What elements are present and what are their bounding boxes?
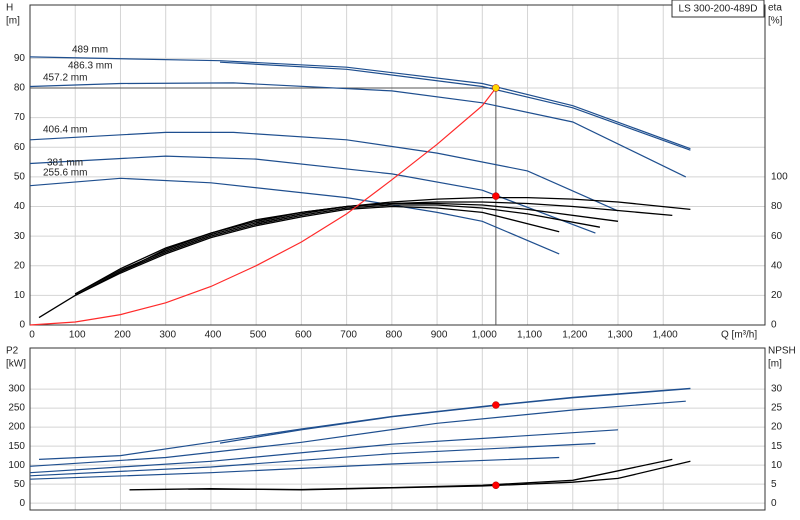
series-line [219, 388, 691, 444]
y2-axis-label: NPSH [768, 346, 796, 357]
x-tick-label: 200 [114, 330, 131, 341]
y2-tick-label: 40 [771, 260, 783, 271]
y-axis-label: [kW] [6, 359, 26, 370]
curve-label: 486.3 mm [68, 61, 112, 72]
curve-label: 406.4 mm [43, 125, 87, 136]
plot-frame [29, 347, 766, 511]
y2-tick-label: 100 [771, 171, 788, 182]
curve-label: 489 mm [72, 45, 108, 56]
y2-tick-label: 25 [771, 403, 783, 414]
operating-point [492, 481, 500, 490]
series-line [29, 456, 560, 480]
series-line [29, 429, 619, 474]
y-tick-label: 300 [8, 384, 25, 395]
series-line [188, 458, 673, 491]
plot-frame [29, 4, 766, 326]
y2-tick-label: 20 [771, 290, 783, 301]
series-line [74, 202, 619, 295]
y-tick-label: 20 [14, 260, 26, 271]
y-tick-label: 60 [14, 142, 26, 153]
y2-tick-label: 80 [771, 201, 783, 212]
series-line [74, 204, 601, 296]
x-tick-label: 1,300 [607, 330, 632, 341]
y-tick-label: 30 [14, 231, 26, 242]
x-tick-label: 600 [295, 330, 312, 341]
x-tick-label: 100 [69, 330, 86, 341]
x-tick-label: 1,100 [517, 330, 542, 341]
series-line [29, 82, 687, 178]
y2-tick-label: 5 [771, 479, 777, 490]
series-line [29, 177, 560, 255]
y2-tick-label: 15 [771, 441, 783, 452]
x-tick-label: 800 [386, 330, 403, 341]
y-axis-label: H [6, 3, 13, 14]
y2-tick-label: 0 [771, 498, 777, 509]
y2-axis-label: [%] [768, 16, 783, 27]
y-tick-label: 10 [14, 290, 26, 301]
curve-label: 381 mm [47, 158, 83, 169]
title-box [671, 0, 765, 18]
y-tick-label: 40 [14, 201, 26, 212]
x-tick-label: 400 [205, 330, 222, 341]
x-tick-label: 300 [159, 330, 176, 341]
x-tick-label: 1,000 [472, 330, 497, 341]
series-line [29, 442, 596, 477]
y-tick-label: 50 [14, 479, 26, 490]
operating-point [492, 84, 500, 92]
y-tick-label: 80 [14, 83, 26, 94]
y2-tick-label: 10 [771, 460, 783, 471]
y-tick-label: 200 [8, 422, 25, 433]
y-axis-label: [m] [6, 16, 20, 27]
y-tick-label: 50 [14, 171, 26, 182]
y-axis-label: P2 [6, 346, 19, 357]
operating-point [492, 401, 500, 409]
curve-label: 457.2 mm [43, 73, 87, 84]
y-tick-label: 0 [19, 498, 25, 509]
y-tick-label: 90 [14, 53, 26, 64]
series-line [74, 205, 560, 296]
y-tick-label: 150 [8, 441, 25, 452]
x-tick-label: 500 [250, 330, 267, 341]
x-tick-label: 900 [431, 330, 448, 341]
x-axis-label: Q [m³/h] [721, 330, 757, 341]
y2-tick-label: 60 [771, 231, 783, 242]
y2-tick-label: 20 [771, 422, 783, 433]
y-tick-label: 0 [19, 320, 25, 331]
x-tick-label: 1,400 [653, 330, 678, 341]
x-tick-label: 700 [340, 330, 357, 341]
x-tick-label: 0 [29, 330, 35, 341]
series-line [29, 56, 691, 150]
y2-axis-label: eta [768, 3, 782, 14]
series-line [219, 61, 691, 151]
operating-point [492, 192, 500, 200]
series-line [29, 400, 686, 467]
y2-axis-label: [m] [768, 359, 782, 370]
series-line [29, 131, 619, 212]
y2-tick-label: 30 [771, 384, 783, 395]
y-tick-label: 70 [14, 112, 26, 123]
x-tick-label: 1,200 [562, 330, 587, 341]
chart-title: LS 300-200-489D [679, 4, 758, 15]
series-line [29, 87, 497, 326]
curve-label: 255.6 mm [43, 168, 87, 179]
y-tick-label: 250 [8, 403, 25, 414]
y2-tick-label: 0 [771, 320, 777, 331]
y-tick-label: 100 [8, 460, 25, 471]
